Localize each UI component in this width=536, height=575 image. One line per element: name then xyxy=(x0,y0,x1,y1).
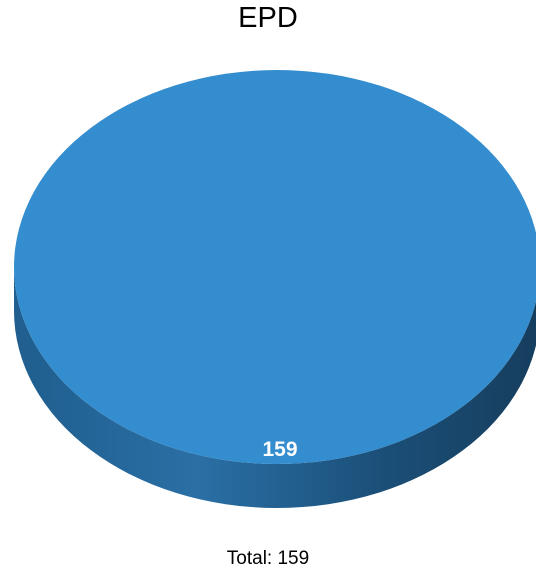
slice-value-label: 159 xyxy=(262,438,297,461)
total-label: Total: 159 xyxy=(226,548,310,569)
chart-title: EPD xyxy=(238,2,298,34)
pie-side xyxy=(14,267,536,508)
pie-slice xyxy=(14,70,536,464)
